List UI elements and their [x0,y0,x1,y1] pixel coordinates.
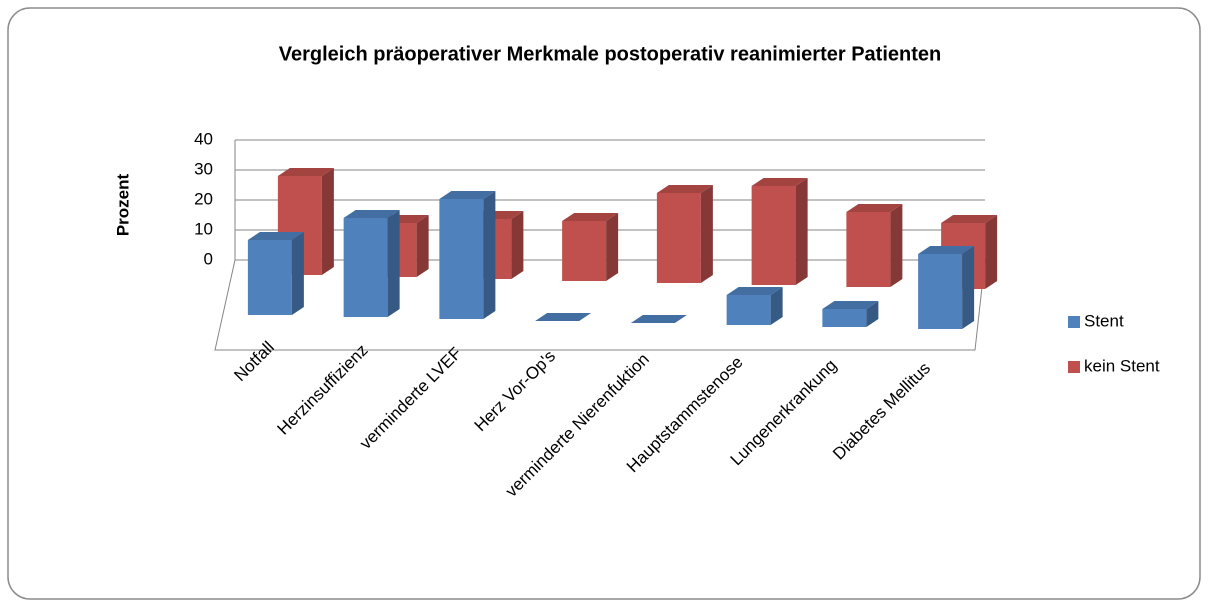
bar-front [439,199,484,319]
bar-top [918,246,975,254]
bar-side [770,287,783,325]
bar-side [511,211,524,279]
bar-top [247,232,304,240]
bar-side [416,215,429,277]
bar-top [439,191,496,199]
bar-top [562,213,619,221]
bar-top [846,204,903,212]
floor [214,259,986,351]
bar-top [751,178,808,186]
bar-front [656,193,701,283]
bar [562,213,619,281]
y-tick-label: 10 [194,219,213,238]
bar-side [291,232,304,315]
bar-side [483,191,496,319]
bar [751,178,808,285]
bar-side [866,301,879,327]
bar-top [535,313,592,321]
bar-side [890,204,903,287]
bar [726,287,783,325]
bar-side [795,178,808,285]
bar-side [606,213,619,281]
bar-top [726,287,783,295]
bar-front [247,240,292,315]
bar-top [343,210,400,218]
y-tick-label: 0 [204,249,213,268]
chart-title: Vergleich präoperativer Merkmale postope… [279,43,941,65]
bar-front [726,295,771,325]
bar-side [321,168,334,275]
bar-top [656,185,713,193]
y-tick-label: 40 [194,129,213,148]
legend-label: Stent [1084,311,1124,330]
bar-side [700,185,713,283]
bar-top [630,315,687,323]
bar-front [846,212,891,287]
bar-top [941,215,998,223]
y-axis-title: Prozent [113,173,132,236]
bar [822,301,879,327]
bar [535,313,592,321]
y-tick-label: 30 [194,159,213,178]
legend-swatch [1068,316,1080,328]
bar [343,210,400,317]
bar [439,191,496,319]
bar [846,204,903,287]
bar-top [822,301,879,309]
bar-front [343,218,388,317]
legend-swatch [1068,361,1080,373]
bar-side [387,210,400,317]
bar [247,232,304,315]
bar-top [277,168,334,176]
bar [918,246,975,329]
legend-label: kein Stent [1084,356,1160,375]
bar-front [562,221,607,281]
bar [630,315,687,323]
bar-front [918,254,963,329]
bar-front [751,186,796,285]
bar-front [822,309,867,327]
bar [656,185,713,283]
y-tick-label: 20 [194,189,213,208]
bar-side [962,246,975,329]
bar-side [985,215,998,289]
chart-frame [7,7,1201,600]
